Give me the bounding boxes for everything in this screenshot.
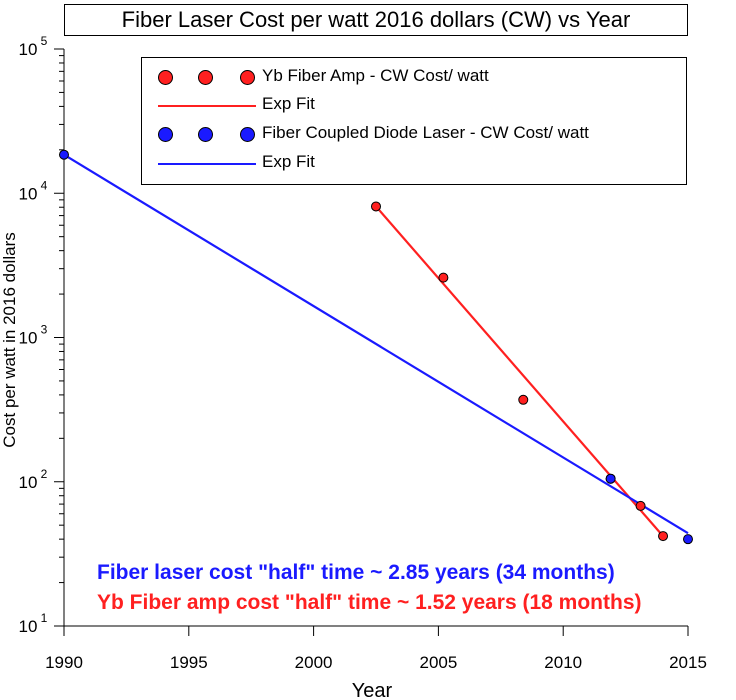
legend-marker (158, 70, 173, 85)
legend-item-diode-fit: Exp Fit (142, 150, 686, 178)
y-tick-exponent: 3 (41, 323, 48, 337)
legend-label: Exp Fit (262, 94, 315, 113)
legend-marker (240, 70, 255, 85)
y-tick-exponent: 1 (41, 611, 48, 625)
x-tick-label: 1995 (170, 653, 208, 672)
fit-line (375, 205, 664, 537)
legend-marker (158, 127, 173, 142)
y-axis-label: Cost per watt in 2016 dollars (0, 232, 19, 447)
y-tick-label: 10 (19, 617, 38, 636)
fit-line (63, 153, 689, 535)
x-tick-label: 2010 (544, 653, 582, 672)
data-points (59, 149, 693, 545)
y-tick-exponent: 4 (41, 178, 48, 192)
chart-title: Fiber Laser Cost per watt 2016 dollars (… (64, 4, 688, 36)
y-tick-label: 10 (19, 329, 38, 348)
legend-label: Exp Fit (262, 152, 315, 171)
y-tick-label: 10 (19, 184, 38, 203)
legend-label: Yb Fiber Amp - CW Cost/ watt (262, 66, 489, 85)
legend-line (158, 105, 256, 107)
legend-item-yb-points: Yb Fiber Amp - CW Cost/ watt (142, 64, 686, 92)
annotation-yb-half-time: Yb Fiber amp cost "half" time ~ 1.52 yea… (97, 591, 642, 614)
y-tick-label: 10 (19, 473, 38, 492)
data-point (635, 500, 646, 511)
data-point (59, 149, 69, 160)
annotation-fiber-half-time: Fiber laser cost "half" time ~ 2.85 year… (97, 561, 615, 584)
legend-marker (198, 70, 213, 85)
x-tick-label: 2015 (669, 653, 707, 672)
tick-marks (54, 48, 689, 636)
data-point (438, 272, 449, 283)
x-tick-label: 2000 (295, 653, 333, 672)
y-tick-exponent: 5 (41, 34, 48, 48)
data-point (605, 473, 616, 484)
x-tick-label: 1990 (45, 653, 83, 672)
legend-item-diode-points: Fiber Coupled Diode Laser - CW Cost/ wat… (142, 121, 686, 149)
legend-line (158, 163, 256, 165)
fit-lines (63, 153, 689, 537)
data-point (371, 201, 381, 212)
x-axis-label: Year (352, 680, 393, 700)
y-tick-exponent: 2 (41, 467, 48, 481)
legend-marker (240, 127, 255, 142)
legend-label: Fiber Coupled Diode Laser - CW Cost/ wat… (262, 123, 589, 142)
data-point (658, 531, 669, 542)
y-tick-label: 10 (19, 40, 38, 59)
x-tick-label: 2005 (419, 653, 457, 672)
legend-item-yb-fit: Exp Fit (142, 92, 686, 120)
legend-marker (198, 127, 213, 142)
data-point (683, 534, 693, 545)
data-point (518, 394, 529, 405)
legend: Yb Fiber Amp - CW Cost/ watt Exp Fit Fib… (141, 57, 687, 185)
